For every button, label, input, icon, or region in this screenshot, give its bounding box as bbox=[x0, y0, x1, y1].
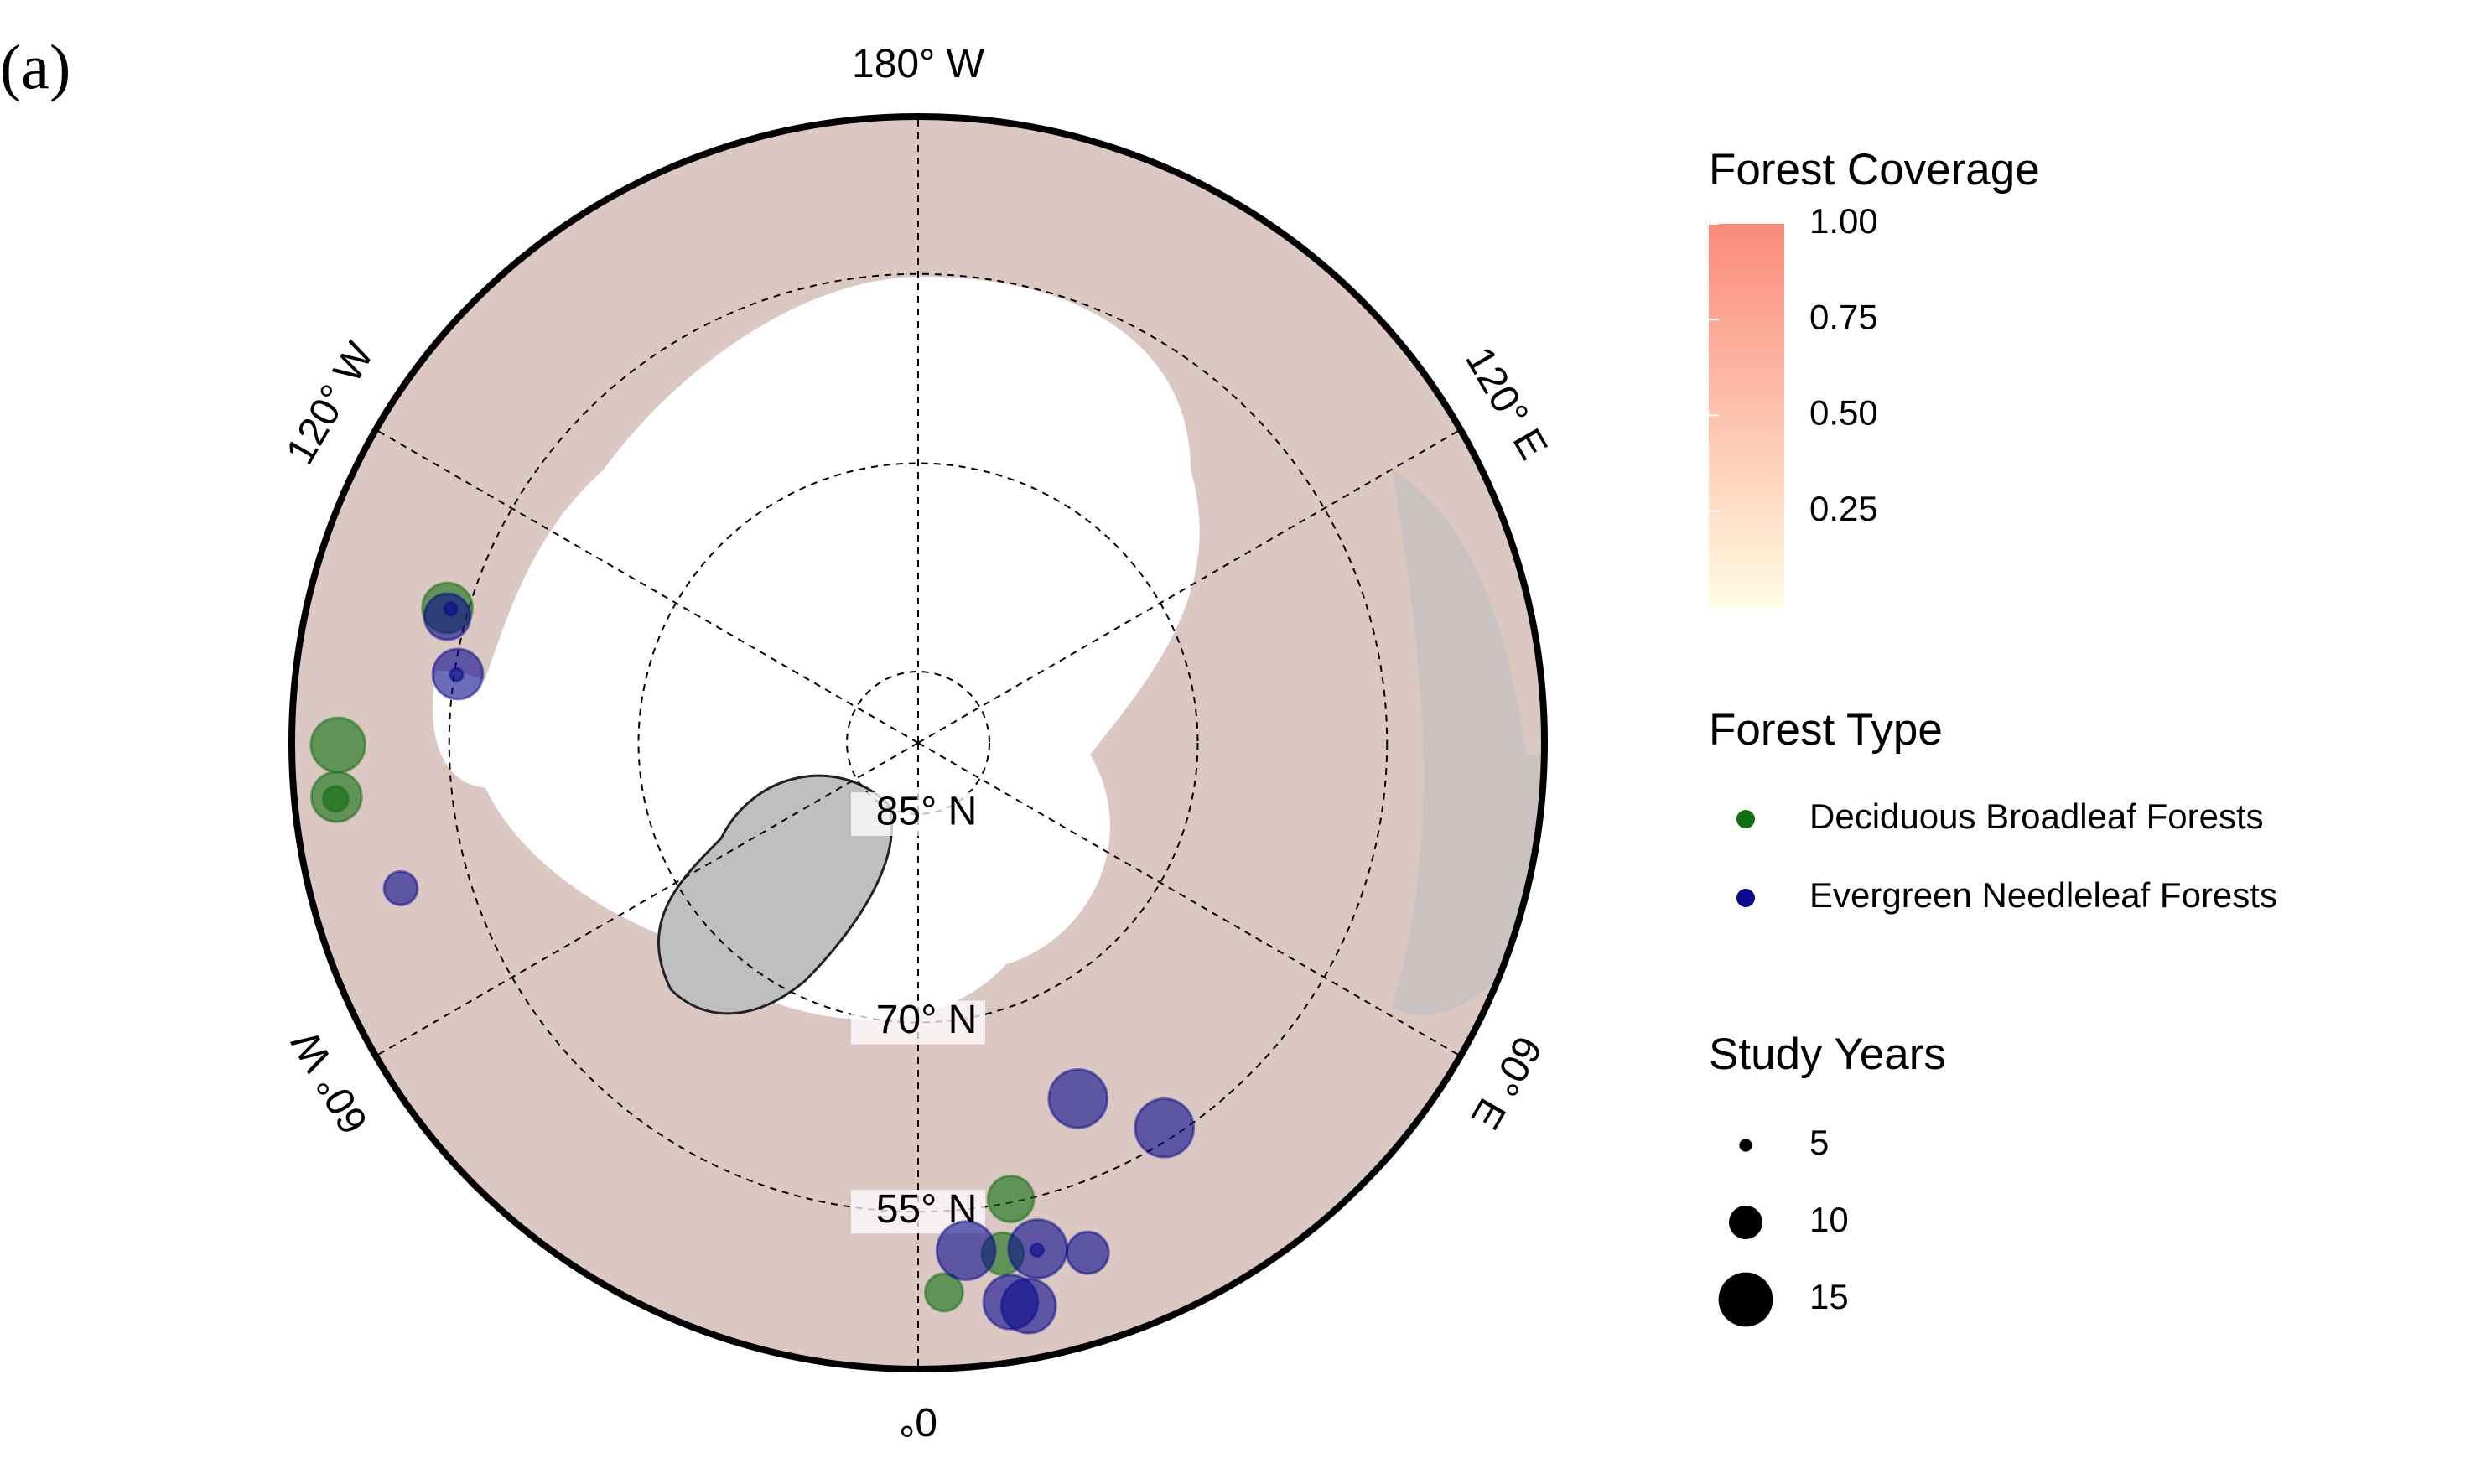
sites bbox=[309, 581, 1196, 1335]
site bbox=[423, 592, 472, 641]
site bbox=[321, 785, 350, 813]
site bbox=[1065, 1230, 1110, 1275]
legend-title: Forest Type bbox=[1709, 705, 1943, 755]
size-label: 5 bbox=[1809, 1123, 1829, 1162]
site bbox=[1047, 1067, 1109, 1129]
legend-key bbox=[1736, 889, 1755, 907]
colorbar-label: 0.25 bbox=[1809, 489, 1878, 528]
site bbox=[449, 667, 465, 682]
legend-key bbox=[1736, 810, 1755, 828]
site bbox=[1134, 1097, 1196, 1159]
map-border bbox=[288, 113, 1548, 1372]
panel-label: (a) bbox=[0, 32, 70, 102]
parallel-label: 85° N bbox=[876, 790, 978, 834]
site bbox=[923, 1272, 964, 1313]
meridian bbox=[917, 742, 1461, 1057]
legend-title: Study Years bbox=[1709, 1030, 1946, 1079]
site bbox=[382, 869, 419, 906]
legend-title: Forest Coverage bbox=[1709, 145, 2040, 195]
arctic-ocean bbox=[470, 277, 1200, 1020]
colorbar bbox=[1709, 224, 1784, 607]
parallel-label-bg bbox=[851, 791, 985, 836]
parallel bbox=[637, 462, 1199, 1024]
size-key bbox=[1739, 1139, 1752, 1152]
parallel-label: 70° N bbox=[876, 998, 978, 1042]
site bbox=[1029, 1242, 1046, 1258]
size-key bbox=[1728, 1205, 1763, 1240]
site bbox=[443, 601, 459, 617]
site bbox=[935, 1220, 997, 1281]
site bbox=[999, 1277, 1057, 1335]
parallel bbox=[846, 671, 990, 815]
colorbar-label: 0.50 bbox=[1809, 393, 1878, 433]
site bbox=[986, 1174, 1036, 1223]
site bbox=[309, 716, 367, 774]
meridian-label: 60° E bbox=[1462, 1029, 1550, 1137]
colorbar-label: 1.00 bbox=[1809, 201, 1878, 241]
parallel bbox=[448, 272, 1389, 1213]
meridian bbox=[375, 742, 919, 1057]
greenland bbox=[657, 774, 893, 1015]
legend-label: Deciduous Broadleaf Forests bbox=[1809, 796, 2264, 836]
size-key bbox=[1718, 1272, 1773, 1327]
size-label: 15 bbox=[1809, 1277, 1849, 1316]
meridian-label: 60° W bbox=[283, 1023, 377, 1141]
parallel-label-bg bbox=[851, 1000, 985, 1045]
legend-label: Evergreen Needleleaf Forests bbox=[1809, 875, 2277, 915]
dry-region bbox=[1392, 470, 1544, 1016]
colorbar-label: 0.75 bbox=[1809, 297, 1878, 336]
size-label: 10 bbox=[1809, 1200, 1849, 1239]
meridian-label: 0° bbox=[899, 1399, 937, 1444]
meridian bbox=[375, 428, 919, 744]
meridian bbox=[917, 428, 1461, 744]
meridian-label: 180° W bbox=[852, 42, 985, 86]
legend: Forest Coverage 1.00 0.75 0.50 0.25 Forest Ty… bbox=[1709, 145, 2277, 1327]
